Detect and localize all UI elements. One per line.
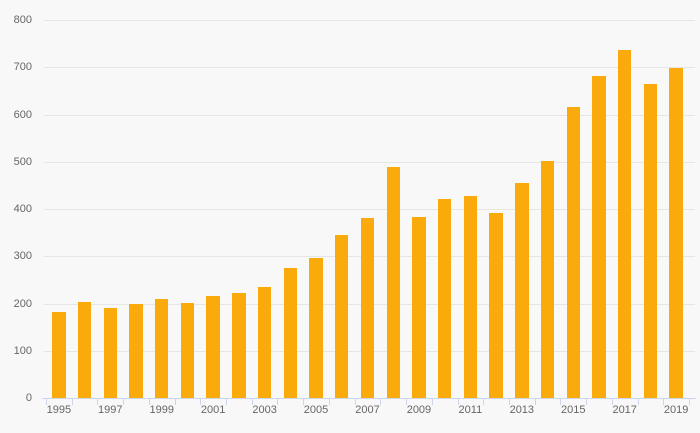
y-axis-label: 700 [13, 61, 32, 74]
bar-2001[interactable] [206, 296, 220, 398]
bar-2016[interactable] [592, 75, 606, 398]
x-axis-tick [354, 398, 356, 405]
x-axis-tick [148, 398, 150, 405]
bar-2013[interactable] [515, 182, 529, 398]
x-axis-label: 2009 [406, 404, 432, 416]
x-axis-tick [97, 398, 99, 405]
gridline [44, 209, 695, 210]
x-axis-tick [123, 398, 125, 405]
bar-2003[interactable] [257, 286, 272, 398]
x-axis-label: 2017 [612, 404, 637, 416]
y-axis-label: 100 [13, 344, 32, 357]
bar-2002[interactable] [232, 293, 246, 398]
x-axis-tick [560, 398, 562, 405]
bar-2018[interactable] [643, 84, 658, 398]
bar-2006[interactable] [335, 235, 349, 398]
x-axis-label: 2013 [509, 404, 535, 416]
bar-1996[interactable] [77, 301, 92, 398]
x-axis-tick [689, 398, 690, 405]
x-axis-tick [303, 398, 305, 405]
x-axis-label: 1995 [46, 404, 72, 416]
bar-1997[interactable] [103, 307, 117, 398]
plot-area [44, 20, 695, 398]
x-axis-tick [174, 398, 176, 405]
x-axis-tick [637, 398, 639, 405]
x-axis-tick [277, 398, 279, 405]
x-axis-tick [46, 398, 47, 405]
x-axis-label: 2003 [252, 404, 277, 416]
x-axis-label: 2011 [458, 404, 483, 416]
bar-2017[interactable] [618, 49, 632, 398]
x-axis-label: 1997 [98, 404, 123, 416]
y-axis-label: 400 [13, 203, 32, 215]
bar-2011[interactable] [463, 196, 478, 398]
x-axis-tick [380, 398, 382, 405]
bar-1999[interactable] [155, 299, 169, 398]
x-axis-label: 1999 [149, 404, 174, 416]
bar-2010[interactable] [437, 198, 452, 398]
x-axis-tick [534, 398, 536, 405]
x-axis-label: 2007 [355, 404, 380, 416]
x-axis-tick [611, 398, 613, 405]
bar-2014[interactable] [540, 161, 555, 398]
x-axis-label: 2005 [303, 404, 329, 416]
y-axis-label: 0 [25, 392, 32, 404]
x-axis-tick [508, 398, 510, 405]
y-axis-label: 800 [13, 14, 32, 26]
x-axis-tick [406, 398, 408, 405]
x-axis-tick [457, 398, 459, 405]
bar-1995[interactable] [52, 312, 66, 398]
bar-2004[interactable] [283, 267, 298, 398]
bar-2015[interactable] [566, 106, 580, 398]
x-axis-label: 2001 [200, 404, 226, 416]
y-axis-label: 600 [13, 108, 32, 121]
x-axis-line [42, 398, 696, 399]
x-axis-tick [663, 398, 665, 405]
bar-2009[interactable] [412, 217, 426, 398]
x-axis-tick [431, 398, 433, 405]
bar-1998[interactable] [129, 303, 143, 398]
bar-2008[interactable] [386, 166, 400, 398]
bar-2000[interactable] [180, 303, 195, 398]
x-axis-tick [251, 398, 253, 405]
x-axis-tick [71, 398, 73, 405]
bar-2012[interactable] [489, 212, 503, 398]
x-axis-tick [200, 398, 202, 405]
x-axis-tick [586, 398, 588, 405]
x-axis-tick [328, 398, 330, 405]
x-axis-label: 2015 [561, 404, 586, 416]
x-axis-tick [483, 398, 485, 405]
bar-2019[interactable] [669, 68, 683, 398]
bar-2005[interactable] [309, 258, 323, 398]
gridline [44, 67, 695, 69]
y-axis-label: 200 [13, 297, 32, 310]
gridline [44, 20, 695, 21]
bar-2007[interactable] [360, 217, 375, 398]
x-axis-label: 2019 [663, 404, 689, 416]
y-axis-label: 500 [13, 155, 32, 168]
x-axis-tick [226, 398, 228, 405]
gridline [44, 114, 695, 116]
y-axis-label: 300 [13, 250, 32, 263]
gridline [44, 161, 695, 163]
